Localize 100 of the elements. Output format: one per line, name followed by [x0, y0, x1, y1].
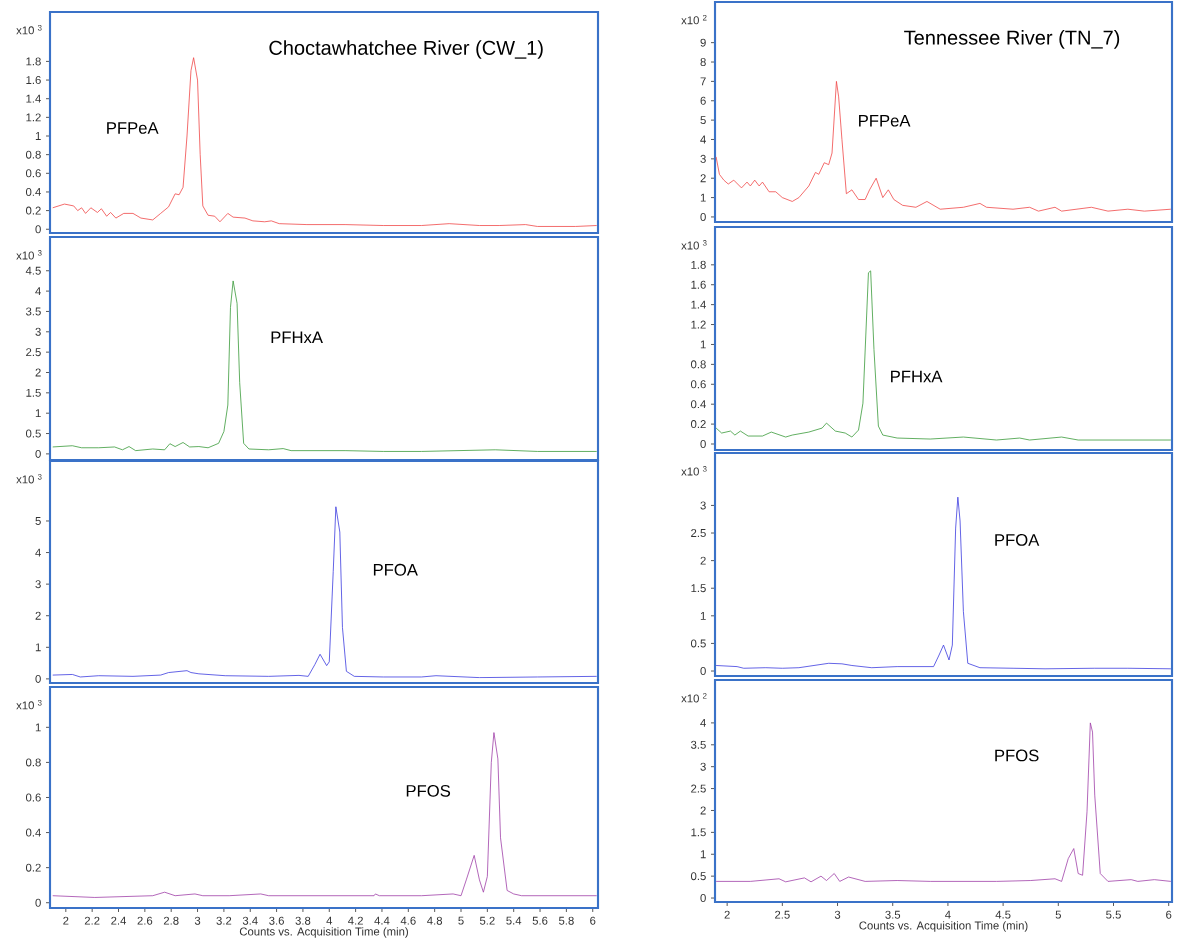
y-axis-title: x10 $^{2}$	[681, 14, 707, 25]
y-axis-title: x10 $^{3}$	[681, 466, 707, 476]
y-tick-label: 3	[700, 154, 706, 163]
x-tick-label: 4.2	[348, 916, 363, 925]
x-tick-label: 4.8	[427, 916, 443, 925]
text: Tennessee River (TN_7)	[904, 30, 1120, 49]
y-tick-label: 3	[700, 501, 706, 510]
y-axis-title: x10 $^{3}$	[16, 474, 42, 484]
y-tick-label: 0.5	[690, 639, 706, 648]
x-axis-title: Counts vs. Acquisition Time (min)	[239, 927, 408, 938]
x-tick-label: 2.2	[84, 916, 100, 925]
y-tick-label: 1.6	[26, 76, 41, 85]
y-tick-label: 4	[700, 719, 706, 727]
y-tick-label: 1.5	[26, 388, 41, 397]
y-tick-label: 0.4	[690, 400, 706, 409]
line-series	[52, 506, 598, 679]
y-tick-label: 3	[35, 580, 41, 589]
y-tick-label: 1	[700, 611, 706, 620]
x-tick-label: 4	[945, 910, 951, 919]
y-tick-label: 4	[35, 287, 41, 295]
x-axis-title: Counts vs. Acquisition Time (min)	[859, 921, 1028, 932]
x-tick-label: 3	[194, 916, 201, 925]
line-series	[52, 280, 598, 452]
y-tick-label: 0	[700, 894, 706, 903]
y-tick-label: 0.4	[25, 828, 41, 837]
x-tick-label: 5	[458, 916, 464, 925]
x-tick-label: 2	[724, 910, 730, 919]
x-tick-label: 4.5	[995, 910, 1011, 919]
y-tick-label: 1	[35, 409, 41, 418]
y-tick-label: 1	[700, 340, 706, 349]
y-tick-label: 3	[700, 762, 706, 771]
y-tick-label: 1.5	[691, 828, 706, 837]
x-tick-label: 3.4	[242, 916, 258, 925]
y-tick-label: 0.5	[25, 429, 41, 438]
x-tick-label: 3.6	[269, 916, 284, 925]
y-tick-label: 5	[35, 517, 41, 525]
annotation: PFOA	[373, 563, 418, 576]
y-tick-label: 5	[700, 116, 706, 125]
annotation: PFHxA	[271, 331, 323, 344]
y-tick-label: 9	[700, 38, 706, 47]
y-tick-label: 1.6	[691, 280, 706, 289]
y-tick-label: 0	[35, 898, 41, 907]
x-tick-label: 5	[1055, 910, 1061, 919]
y-tick-label: 1.2	[26, 113, 41, 122]
y-tick-label: 2	[700, 556, 706, 565]
y-tick-label: 0.6	[690, 380, 706, 389]
y-tick-label: 4.5	[25, 266, 41, 275]
y-axis-title: x10 $^{3}$	[16, 24, 42, 35]
x-tick-label: 2	[63, 916, 69, 925]
y-tick-label: 3	[35, 327, 41, 336]
line-series	[52, 57, 598, 227]
y-axis-title: x10 $^{3}$	[16, 250, 42, 260]
x-tick-label: 4.6	[400, 916, 416, 925]
y-tick-label: 6	[700, 96, 706, 105]
text: Choctawhatchee River (CW_1)	[269, 40, 543, 59]
x-tick-label: 3.2	[216, 916, 232, 925]
x-tick-label: 5.2	[479, 916, 495, 925]
line-series	[715, 722, 1172, 883]
y-tick-label: 2	[700, 806, 706, 815]
y-tick-label: 0	[700, 212, 706, 221]
annotation: PFOA	[995, 534, 1040, 546]
annotation: PFOS	[995, 749, 1039, 762]
x-tick-label: 5.6	[532, 916, 548, 925]
y-tick-label: 1.2	[691, 320, 706, 329]
x-tick-label: 6	[590, 916, 596, 925]
y-tick-label: 1	[35, 723, 41, 732]
x-tick-label: 5.5	[1106, 910, 1121, 919]
y-tick-label: 3.5	[690, 740, 706, 749]
x-tick-label: 3.8	[295, 916, 311, 925]
y-tick-label: 1.8	[26, 57, 41, 66]
y-tick-label: 0.2	[25, 863, 41, 872]
x-tick-label: 3	[834, 910, 841, 919]
y-tick-label: 0	[700, 440, 706, 449]
y-tick-label: 0.6	[25, 169, 41, 178]
y-tick-label: 0.5	[690, 872, 706, 881]
y-tick-label: 0	[35, 225, 41, 234]
y-tick-label: 0.2	[25, 206, 41, 215]
y-axis-title: x10 $^{2}$	[681, 693, 707, 703]
y-tick-label: 2	[700, 174, 706, 183]
x-tick-label: 2.5	[775, 910, 790, 919]
y-tick-label: 0.8	[25, 758, 41, 767]
y-tick-label: 2	[35, 368, 41, 377]
y-tick-label: 1	[700, 850, 706, 859]
x-tick-label: 2.6	[137, 916, 153, 925]
y-tick-label: 3.5	[25, 307, 41, 316]
y-tick-label: 0.8	[690, 360, 706, 369]
annotation: PFOS	[406, 784, 451, 797]
y-tick-label: 2	[35, 611, 41, 620]
y-tick-label: 4	[700, 135, 706, 144]
y-tick-label: 1	[35, 132, 41, 140]
y-tick-label: 0.2	[690, 420, 706, 429]
y-tick-label: 0.6	[25, 793, 41, 802]
y-tick-label: 1.5	[691, 584, 706, 593]
x-tick-label: 4.4	[374, 916, 390, 925]
y-tick-label: 0	[35, 674, 41, 683]
y-tick-label: 1.4	[691, 300, 706, 309]
x-tick-label: 6	[1166, 910, 1172, 919]
x-tick-label: 5.8	[558, 916, 574, 925]
y-axis-title: x10 $^{3}$	[681, 240, 707, 250]
y-tick-label: 0	[700, 667, 706, 676]
